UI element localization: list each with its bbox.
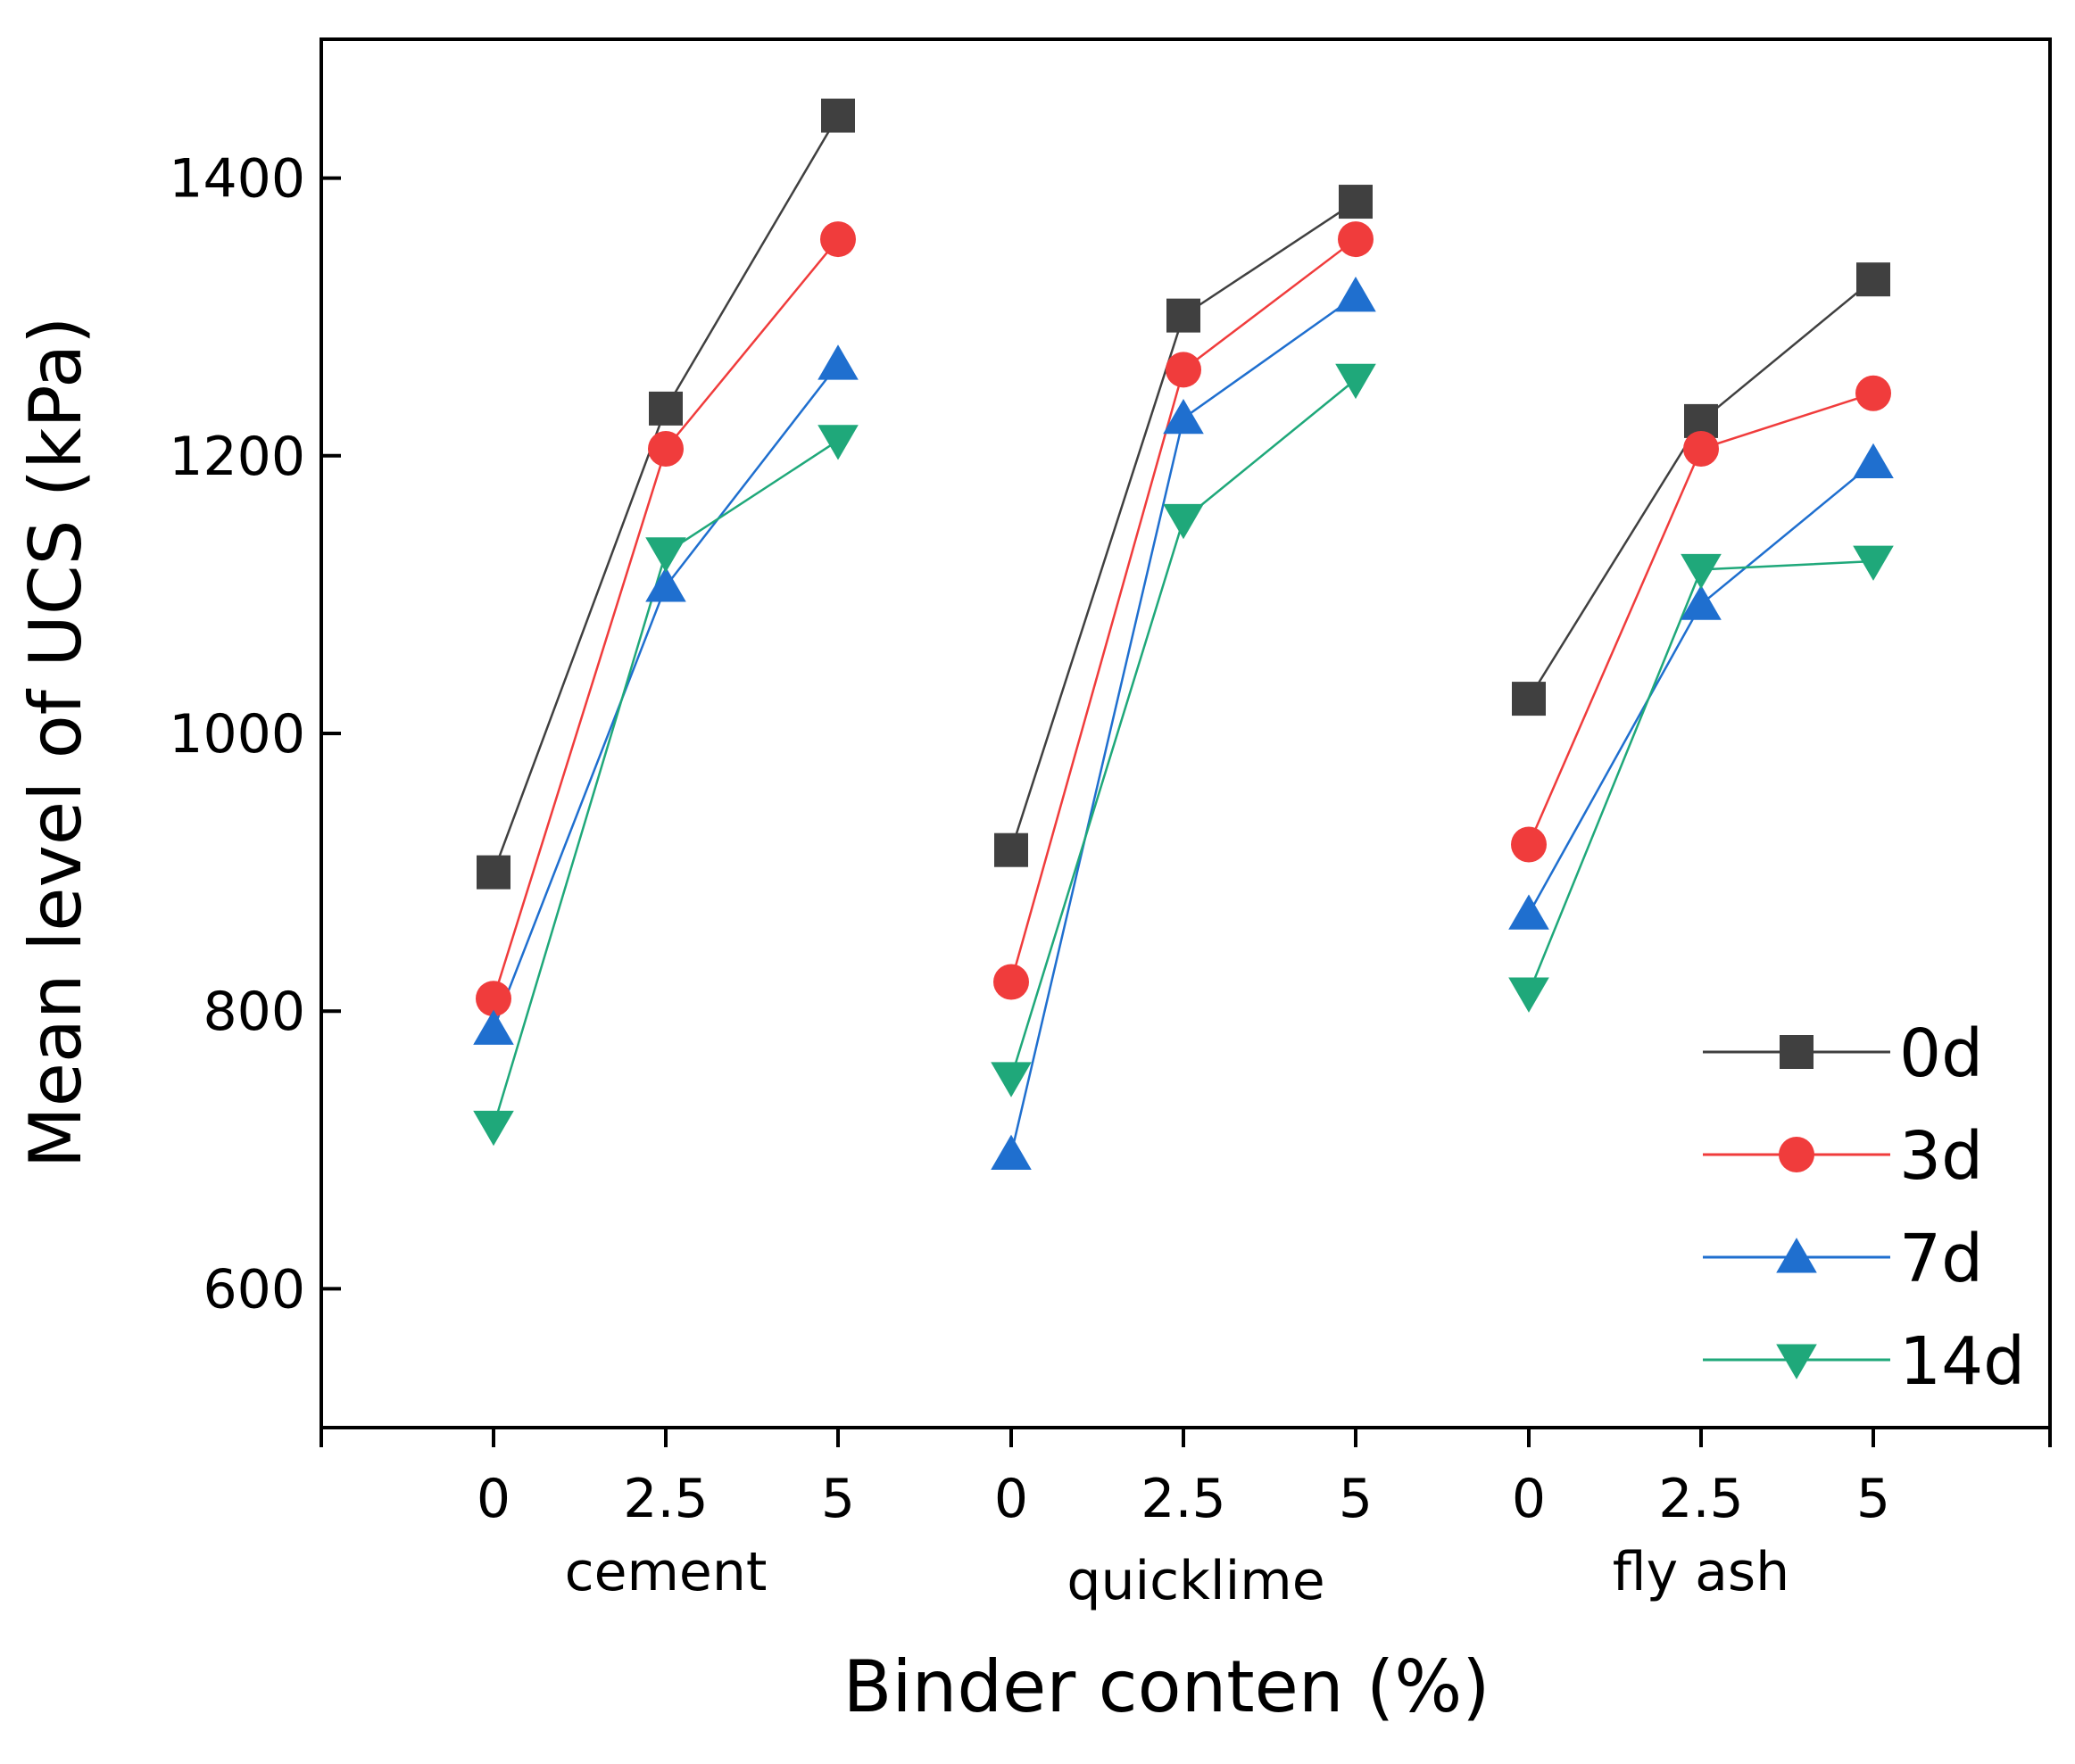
y-tick-label: 600 bbox=[203, 1258, 305, 1321]
data-point-0d bbox=[1512, 682, 1546, 716]
x-tick-label: 2.5 bbox=[623, 1468, 708, 1530]
legend-marker-14d bbox=[1776, 1344, 1817, 1379]
legend-marker-3d bbox=[1779, 1137, 1814, 1172]
data-point-3d bbox=[993, 964, 1029, 1000]
data-point-14d bbox=[645, 537, 686, 573]
data-point-3d bbox=[476, 981, 511, 1017]
data-point-14d bbox=[991, 1062, 1032, 1097]
series-line-7d bbox=[1527, 461, 1874, 915]
legend-label-14d: 14d bbox=[1899, 1323, 2025, 1400]
x-group-label: fly ash bbox=[1613, 1541, 1789, 1603]
x-group-label: quicklime bbox=[1067, 1550, 1324, 1612]
data-point-0d bbox=[1166, 298, 1200, 333]
data-point-14d bbox=[1163, 503, 1204, 540]
data-point-3d bbox=[820, 221, 856, 258]
data-point-0d bbox=[821, 98, 855, 133]
series-line-0d bbox=[1527, 278, 1874, 700]
legend-marker-7d bbox=[1776, 1238, 1817, 1273]
data-point-3d bbox=[648, 431, 684, 468]
data-point-3d bbox=[1683, 431, 1719, 468]
y-tick-label: 1400 bbox=[169, 148, 305, 211]
data-point-7d bbox=[1508, 894, 1549, 930]
series-lines-layer bbox=[492, 114, 1874, 1155]
data-point-14d bbox=[818, 425, 859, 460]
data-point-7d bbox=[991, 1134, 1032, 1170]
data-point-7d bbox=[818, 344, 859, 380]
series-line-14d bbox=[1527, 559, 1874, 994]
series-line-0d bbox=[492, 114, 840, 874]
data-point-14d bbox=[473, 1110, 514, 1147]
x-axis-title: Binder conten (%) bbox=[843, 1645, 1490, 1728]
data-point-3d bbox=[1855, 375, 1891, 411]
x-tick-label: 5 bbox=[1856, 1468, 1890, 1530]
series-markers-layer bbox=[473, 98, 1894, 1170]
data-point-14d bbox=[1335, 363, 1376, 400]
y-tick-label: 1000 bbox=[169, 703, 305, 766]
data-point-7d bbox=[645, 567, 686, 602]
data-point-7d bbox=[473, 1009, 514, 1045]
x-tick-label: 2.5 bbox=[1658, 1468, 1743, 1530]
legend-marker-0d bbox=[1780, 1035, 1814, 1069]
y-tick-label: 1200 bbox=[169, 426, 305, 488]
data-point-0d bbox=[649, 391, 683, 426]
x-tick-label: 0 bbox=[1512, 1468, 1546, 1530]
data-point-0d bbox=[994, 832, 1028, 867]
data-point-0d bbox=[1339, 185, 1373, 219]
y-axis-title: Mean level of UCS (kPa) bbox=[14, 317, 97, 1169]
x-tick-label: 0 bbox=[477, 1468, 510, 1530]
data-point-0d bbox=[1856, 262, 1890, 297]
data-point-7d bbox=[1853, 443, 1894, 479]
series-line-14d bbox=[1009, 378, 1357, 1079]
data-point-3d bbox=[1511, 826, 1547, 863]
data-point-14d bbox=[1681, 553, 1722, 590]
data-point-3d bbox=[1338, 221, 1374, 258]
x-tick-label: 2.5 bbox=[1141, 1468, 1225, 1530]
legend-label-3d: 3d bbox=[1899, 1118, 1983, 1195]
data-point-14d bbox=[1508, 977, 1549, 1013]
y-axis: 600 800 1000 1200 1400 bbox=[169, 148, 341, 1321]
series-line-3d bbox=[1009, 238, 1357, 982]
data-point-0d bbox=[477, 855, 510, 890]
data-point-3d bbox=[1166, 352, 1201, 388]
data-point-7d bbox=[1335, 277, 1376, 312]
data-point-14d bbox=[1853, 545, 1894, 581]
legend: 0d 3d 7d 14d bbox=[1703, 1015, 2025, 1400]
x-group-label: cement bbox=[565, 1541, 768, 1603]
series-line-3d bbox=[492, 238, 839, 999]
x-tick-label: 5 bbox=[1339, 1468, 1373, 1530]
x-tick-label: 5 bbox=[821, 1468, 855, 1530]
y-tick-label: 800 bbox=[203, 981, 305, 1043]
plot-frame bbox=[320, 37, 2052, 1429]
legend-label-7d: 7d bbox=[1899, 1221, 1983, 1297]
legend-label-0d: 0d bbox=[1899, 1015, 1983, 1092]
x-tick-label: 0 bbox=[994, 1468, 1028, 1530]
data-point-7d bbox=[1681, 584, 1722, 620]
data-point-7d bbox=[1163, 398, 1204, 435]
